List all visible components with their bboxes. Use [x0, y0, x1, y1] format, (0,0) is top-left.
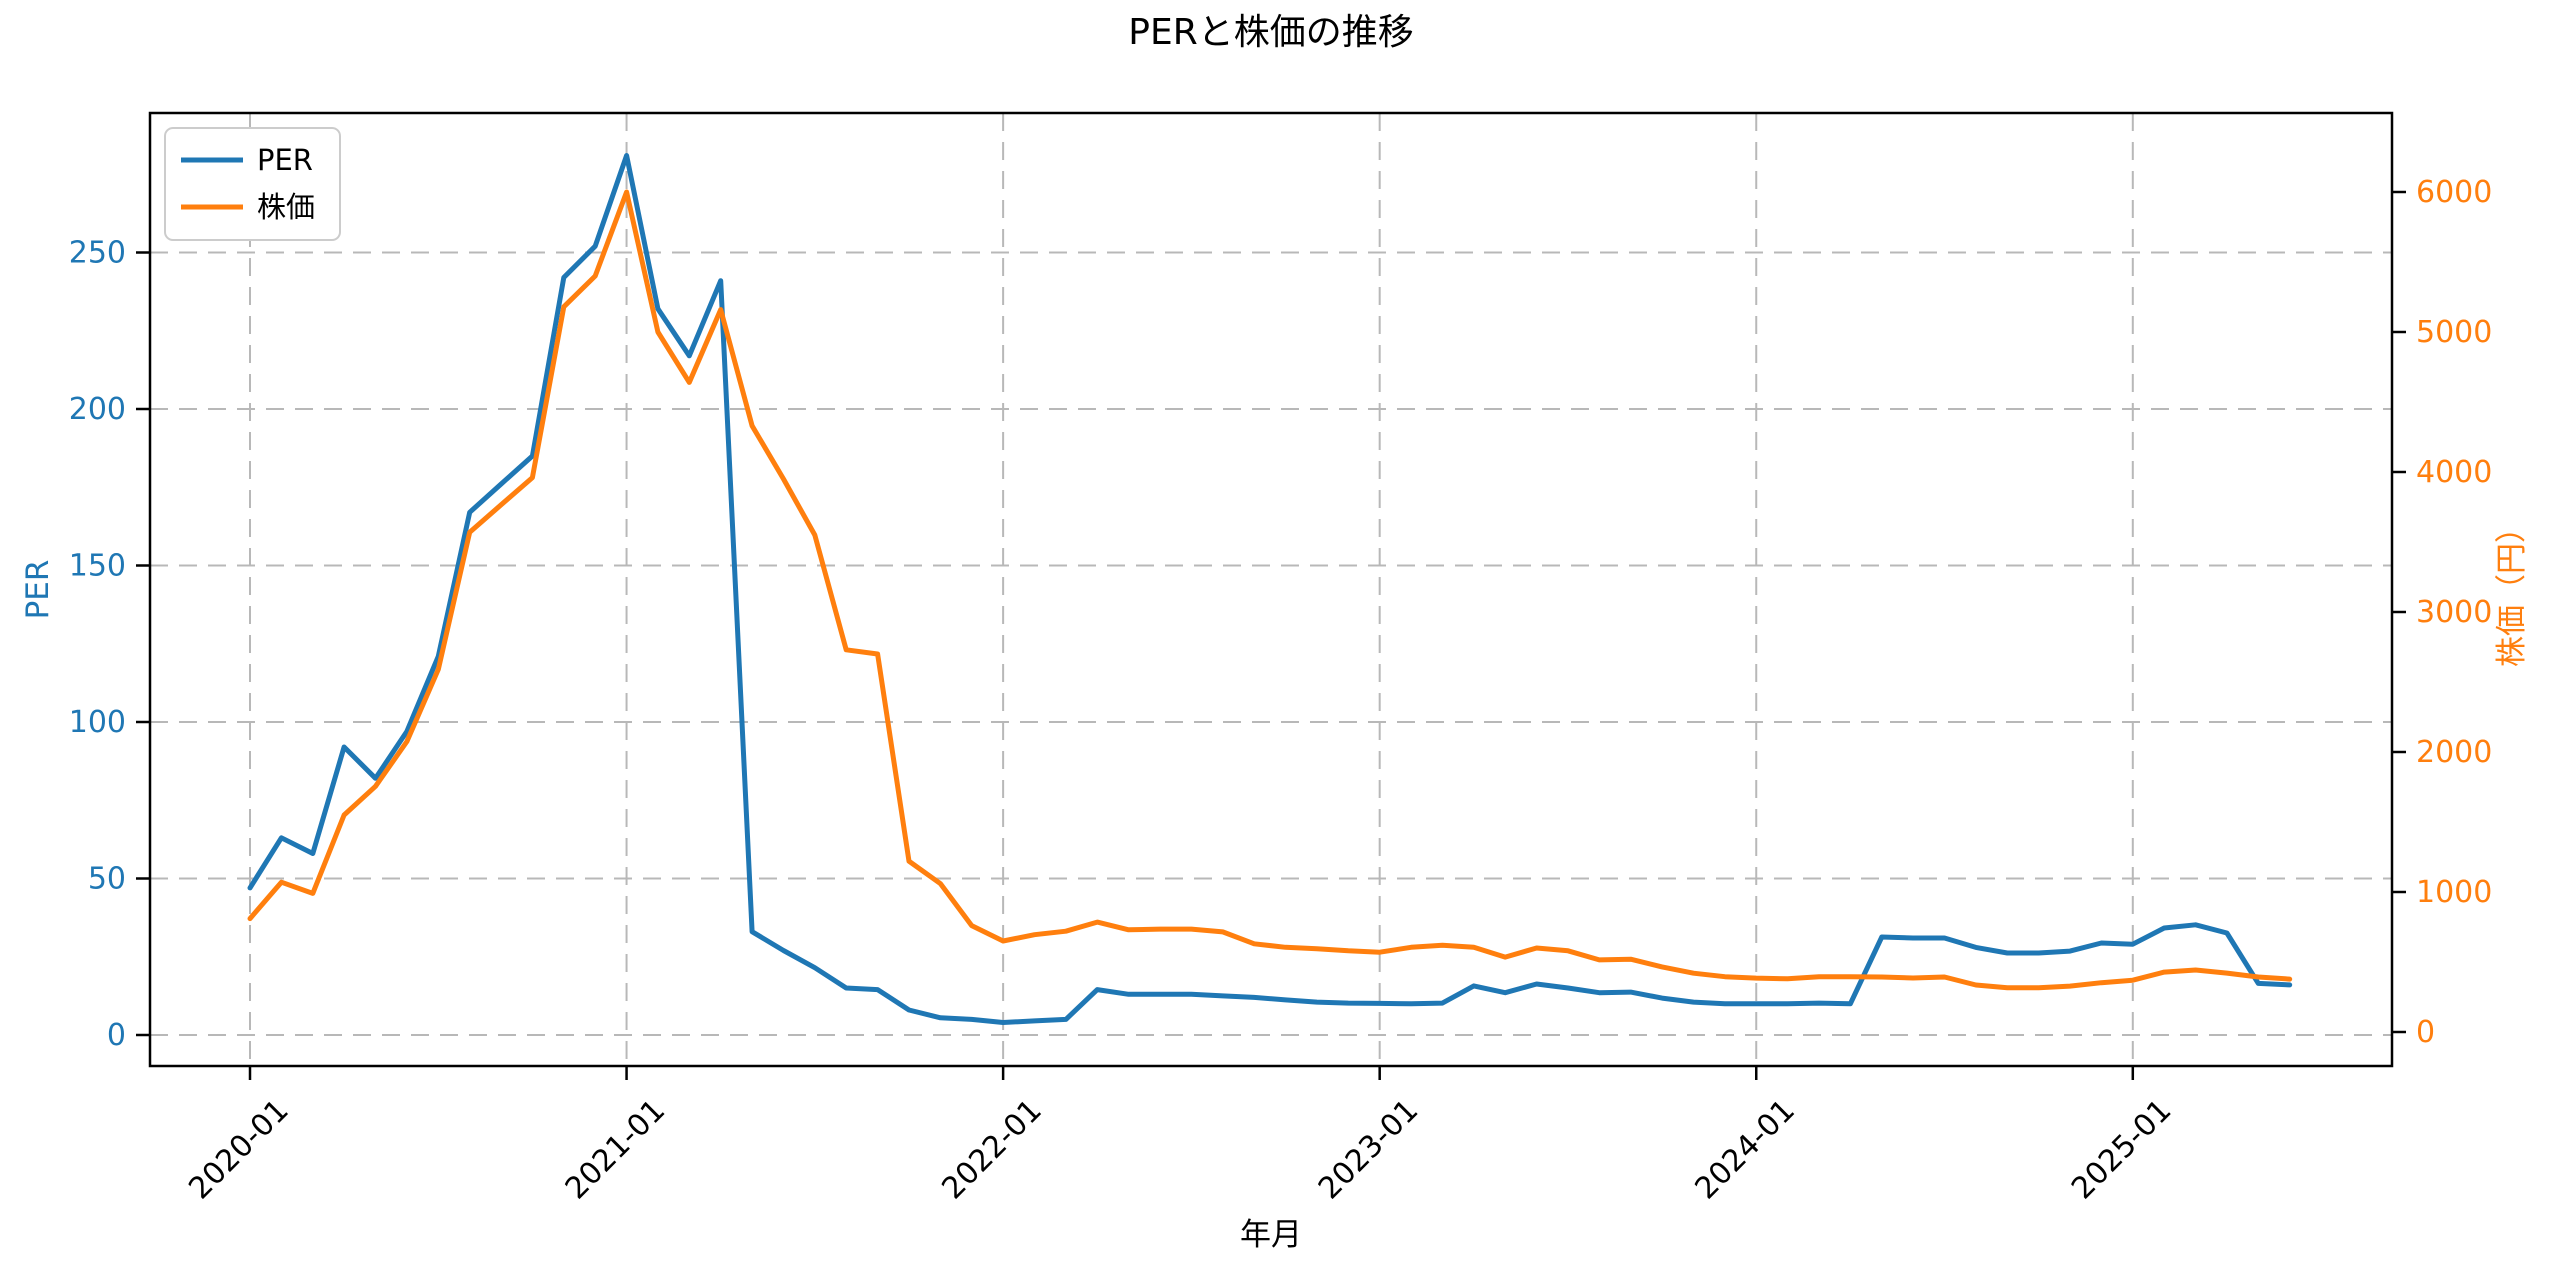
price-line [247, 189, 2293, 991]
x-axis: 2020-01 2021-01 2022-01 2023-01 2024-01 2025-… [182, 1066, 2178, 1206]
right-axis-label: 株価（円） [2494, 512, 2530, 667]
legend-label: 株価 [257, 190, 315, 224]
x-tick-label: 2020-01 [182, 1093, 295, 1206]
left-tick-label: 0 [107, 1018, 126, 1053]
right-tick-label: 3000 [2416, 595, 2492, 630]
per-line [247, 153, 2293, 1025]
x-tick-label: 2024-01 [1689, 1093, 1802, 1206]
x-tick-label: 2021-01 [559, 1093, 672, 1206]
x-tick-label: 2025-01 [2065, 1093, 2178, 1206]
left-tick-label: 200 [69, 392, 126, 427]
left-tick-label: 150 [69, 549, 126, 584]
x-tick-label: 2022-01 [935, 1093, 1048, 1206]
plot-frame [148, 111, 2394, 1068]
legend: PER 株価 [164, 127, 341, 241]
x-tick-label: 2023-01 [1312, 1093, 1425, 1206]
left-tick-label: 250 [69, 236, 126, 271]
x-axis-label: 年月 [1240, 1217, 1302, 1253]
left-axis-label: PER [20, 560, 56, 620]
left-tick-label: 100 [69, 705, 126, 740]
left-tick-label: 50 [88, 862, 126, 897]
right-tick-label: 5000 [2416, 315, 2492, 350]
right-tick-label: 6000 [2416, 175, 2492, 210]
right-tick-label: 2000 [2416, 735, 2492, 770]
right-axis: 0 1000 2000 3000 4000 5000 6000 [2392, 175, 2492, 1050]
left-axis: 0 50 100 150 200 250 [69, 236, 150, 1053]
chart-title: PERと株価の推移 [1128, 12, 1413, 53]
right-tick-label: 4000 [2416, 455, 2492, 490]
legend-box [164, 127, 341, 241]
right-tick-label: 1000 [2416, 875, 2492, 910]
grid [150, 113, 2392, 1066]
right-tick-label: 0 [2416, 1015, 2435, 1050]
legend-label: PER [257, 143, 313, 177]
